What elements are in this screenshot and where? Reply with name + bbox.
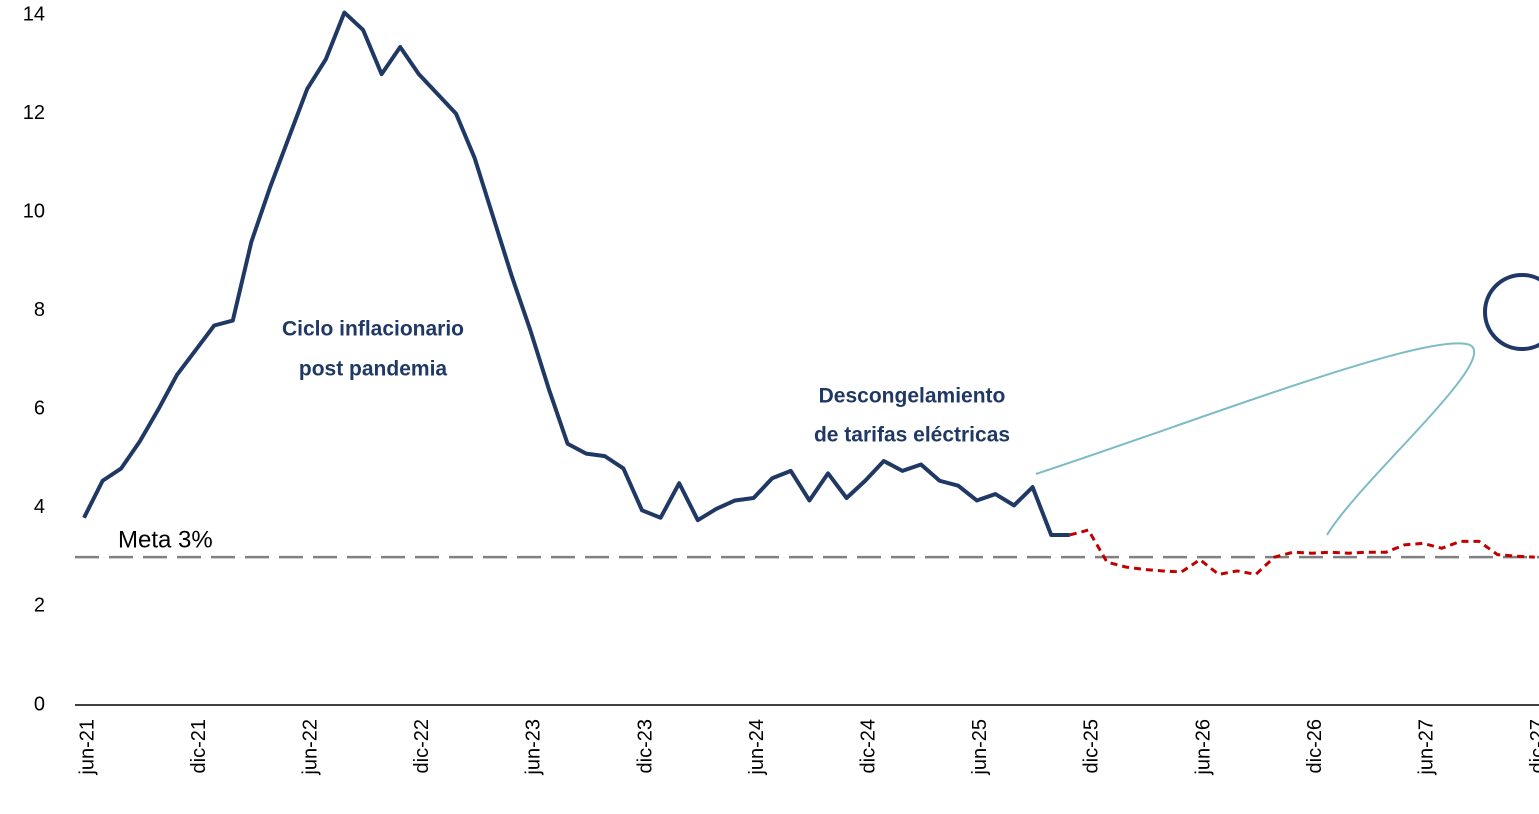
- x-tick-label: jun-27: [1415, 719, 1437, 776]
- x-tick-label: dic-25: [1081, 719, 1103, 773]
- x-tick-label: jun-22: [299, 719, 321, 776]
- annotation: Ciclo inflacionario: [282, 318, 464, 341]
- callout-line: [1035, 342, 1475, 536]
- callout-circle: [1483, 273, 1539, 351]
- x-tick-label: dic-22: [411, 719, 433, 773]
- x-tick-label: jun-21: [76, 719, 98, 776]
- annotation: de tarifas eléctricas: [814, 424, 1010, 447]
- x-tick-label: jun-25: [969, 719, 991, 776]
- y-tick-label: 6: [34, 398, 45, 420]
- x-tick-label: dic-24: [857, 719, 879, 773]
- y-tick-label: 12: [23, 102, 45, 124]
- x-tick-label: jun-24: [746, 719, 768, 776]
- series-line: [1069, 528, 1535, 576]
- x-tick-label: jun-26: [1192, 719, 1214, 776]
- y-tick-label: 8: [34, 299, 45, 321]
- x-tick-label: dic-23: [634, 719, 656, 773]
- x-tick-label: dic-27: [1527, 719, 1539, 773]
- y-tick-label: 4: [34, 496, 45, 518]
- y-tick-label: 2: [34, 595, 45, 617]
- y-tick-label: 10: [23, 200, 45, 222]
- annotation: Descongelamiento: [819, 385, 1006, 408]
- annotation: post pandemia: [299, 358, 448, 381]
- x-tick-label: jun-23: [523, 719, 545, 776]
- y-tick-label: 0: [34, 693, 45, 715]
- series-line: [82, 10, 1070, 537]
- y-tick-label: 14: [23, 3, 45, 25]
- x-tick-label: dic-21: [188, 719, 210, 773]
- x-tick-label: dic-26: [1304, 719, 1326, 773]
- target-label: Meta 3%: [118, 526, 213, 553]
